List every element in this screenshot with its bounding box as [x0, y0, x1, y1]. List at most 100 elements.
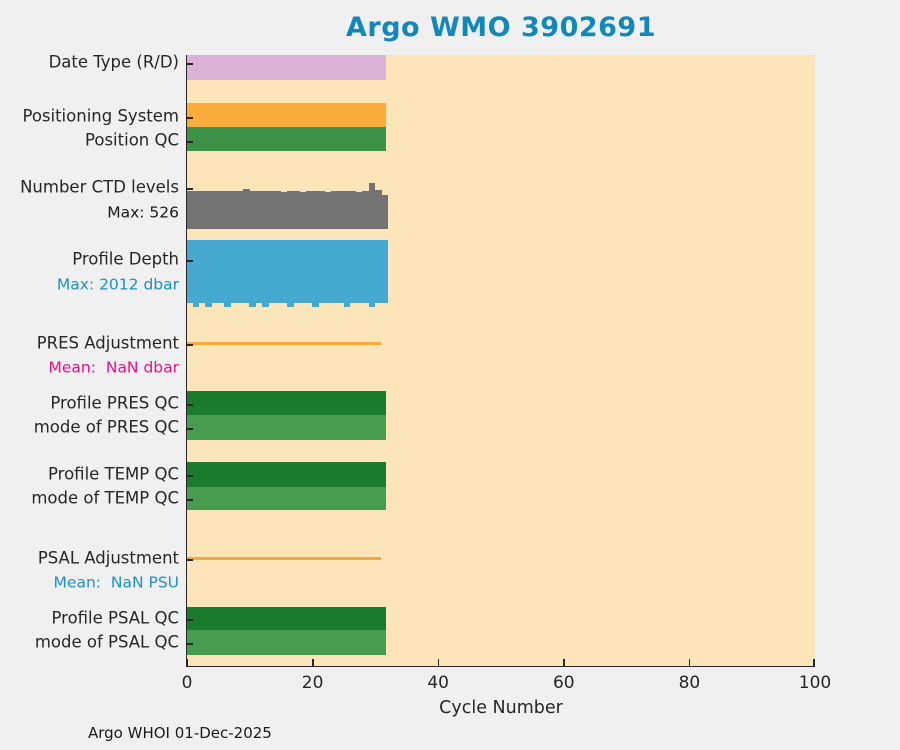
- row-bar-ctd_levels: [186, 191, 194, 229]
- x-tick: [437, 659, 440, 666]
- row-bar-profile_depth: [362, 240, 369, 304]
- row-bar-ctd_levels: [368, 183, 376, 229]
- row-bar-profile_depth: [192, 240, 200, 307]
- row-bar-ctd_levels: [356, 191, 363, 229]
- row-bar-profile_depth: [205, 240, 212, 307]
- row-bar-ctd_levels: [293, 191, 300, 229]
- row-bar-profile_depth: [280, 240, 288, 303]
- row-bar-ctd_levels: [261, 191, 269, 229]
- row-label-date_type: Date Type (R/D): [48, 52, 179, 72]
- row-sublabel-psal_adjustment: Mean: NaN PSU: [53, 573, 179, 592]
- x-tick-label: 0: [181, 673, 193, 693]
- row-bar-ctd_levels: [318, 191, 326, 229]
- row-bar-profile_depth: [199, 240, 206, 303]
- x-tick: [312, 659, 314, 666]
- row-bar-ctd_levels: [268, 190, 275, 229]
- y-tick: [186, 499, 193, 501]
- row-bar-profile_depth: [349, 240, 357, 303]
- row-bar-ctd_levels: [243, 189, 250, 229]
- row-bar-mode_psal_qc: [186, 630, 386, 655]
- row-bar-ctd_levels: [324, 191, 332, 229]
- row-bar-ctd_levels: [374, 190, 382, 229]
- row-label-profile_psal_qc: Profile PSAL QC: [51, 608, 179, 628]
- row-bar-profile_psal_qc: [186, 607, 386, 630]
- row-bar-positioning_system: [186, 103, 386, 127]
- x-tick: [688, 659, 691, 666]
- y-tick: [186, 63, 193, 65]
- row-label-mode_psal_qc: mode of PSAL QC: [34, 632, 179, 652]
- row-bar-ctd_levels: [305, 190, 313, 229]
- row-bar-profile_depth: [293, 240, 300, 303]
- y-tick: [186, 475, 193, 477]
- row-bar-profile_depth: [356, 240, 363, 303]
- row-sublabel-profile_depth: Max: 2012 dbar: [56, 275, 179, 294]
- row-bar-ctd_levels: [280, 191, 288, 229]
- row-bar-profile_depth: [330, 240, 338, 304]
- row-bar-profile_depth: [299, 240, 307, 303]
- row-bar-profile_depth: [368, 240, 376, 307]
- row-bar-date_type: [186, 55, 386, 80]
- row-bar-profile_temp_qc: [186, 462, 386, 487]
- row-bar-ctd_levels: [224, 191, 231, 229]
- row-bar-profile_depth: [324, 240, 332, 303]
- footer-credit: Argo WHOI 01-Dec-2025: [88, 724, 272, 742]
- row-bar-mode_pres_qc: [186, 415, 386, 440]
- row-bar-ctd_levels: [236, 190, 244, 229]
- row-bar-ctd_levels: [199, 191, 206, 229]
- row-bar-profile_depth: [374, 240, 382, 303]
- row-bar-ctd_levels: [343, 190, 351, 229]
- row-bar-profile_depth: [286, 240, 294, 307]
- row-bar-ctd_levels: [211, 190, 219, 229]
- x-tick: [813, 659, 815, 666]
- row-bar-profile_depth: [224, 240, 231, 307]
- row-bar-ctd_levels: [217, 191, 225, 229]
- x-tick-label: 100: [798, 673, 832, 693]
- row-bar-position_qc: [186, 127, 386, 151]
- row-bar-ctd_levels: [312, 191, 319, 229]
- row-bar-mode_temp_qc: [186, 487, 386, 510]
- y-tick: [186, 643, 193, 645]
- x-tick: [186, 659, 188, 666]
- row-bar-profile_depth: [243, 240, 250, 304]
- row-label-psal_adjustment: PSAL Adjustment: [37, 548, 179, 568]
- row-bar-profile_depth: [217, 240, 225, 304]
- y-tick: [186, 188, 193, 190]
- row-bar-ctd_levels: [299, 191, 307, 229]
- row-bar-profile_depth: [274, 240, 282, 304]
- y-tick: [186, 404, 193, 406]
- y-tick: [186, 260, 193, 262]
- row-bar-profile_depth: [236, 240, 244, 303]
- row-bar-profile_depth: [312, 240, 319, 307]
- row-label-position_qc: Position QC: [85, 130, 179, 150]
- row-bar-profile_depth: [249, 240, 256, 307]
- x-tick-label: 40: [427, 673, 450, 693]
- y-tick: [186, 559, 193, 561]
- row-bar-ctd_levels: [192, 190, 200, 229]
- row-label-profile_temp_qc: Profile TEMP QC: [48, 464, 179, 484]
- row-bar-profile_depth: [343, 240, 351, 307]
- x-tick-label: 80: [678, 673, 701, 693]
- row-bar-profile_depth: [230, 240, 238, 303]
- row-bar-ctd_levels: [349, 191, 357, 229]
- row-label-profile_depth: Profile Depth: [72, 249, 179, 269]
- y-tick: [186, 117, 193, 119]
- row-sublabel-ctd_levels: Max: 526: [107, 203, 179, 222]
- row-bar-ctd_levels: [274, 191, 282, 229]
- row-label-positioning_system: Positioning System: [22, 106, 179, 126]
- row-bar-profile_depth: [337, 240, 344, 303]
- row-bar-profile_depth: [381, 240, 388, 303]
- plot-area: [185, 55, 815, 667]
- row-label-mode_pres_qc: mode of PRES QC: [33, 417, 179, 437]
- x-tick: [563, 659, 565, 666]
- x-tick-label: 60: [552, 673, 575, 693]
- row-bar-ctd_levels: [230, 191, 238, 229]
- y-tick: [186, 344, 193, 346]
- row-bar-ctd_levels: [330, 191, 338, 229]
- row-bar-profile_pres_qc: [186, 391, 386, 415]
- y-tick: [186, 141, 193, 143]
- row-label-column: Date Type (R/D) Positioning System Positio…: [0, 52, 183, 666]
- row-bar-profile_depth: [318, 240, 326, 303]
- row-label-ctd_levels: Number CTD levels: [20, 177, 179, 197]
- x-tick-label: 20: [301, 673, 324, 693]
- chart-title: Argo WMO 3902691: [346, 12, 656, 43]
